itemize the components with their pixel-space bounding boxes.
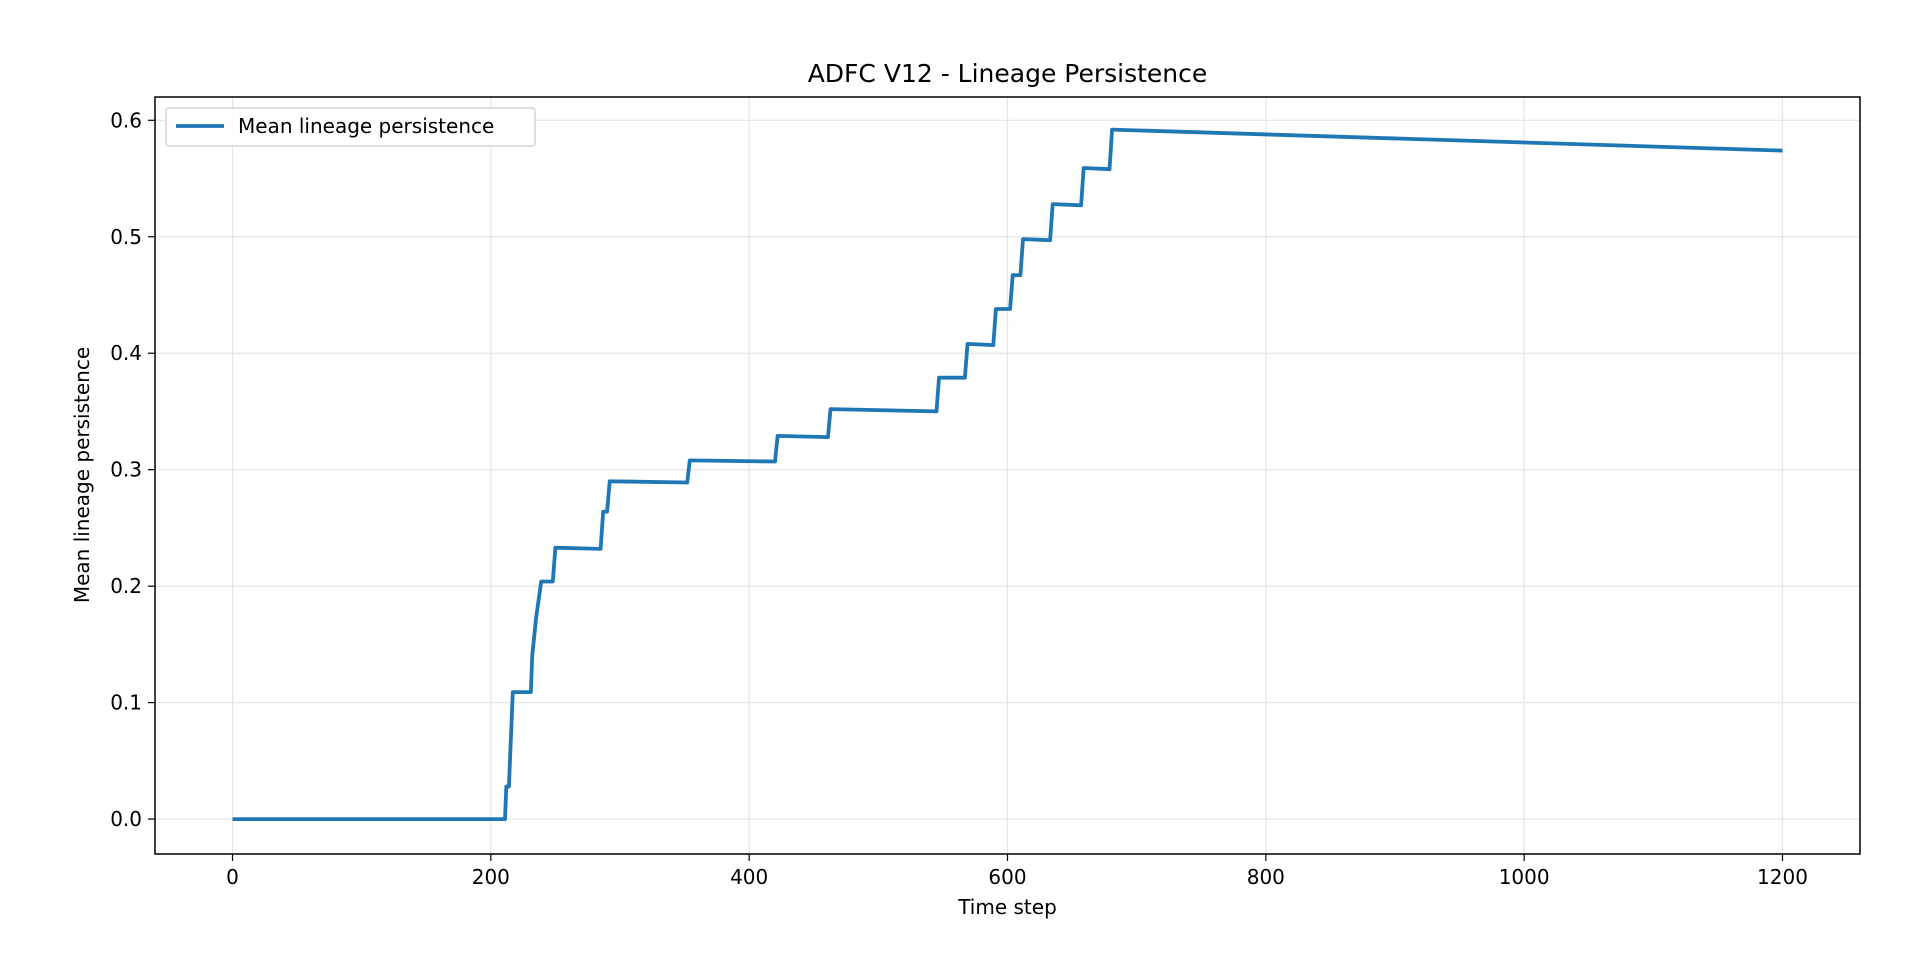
y-tick-label: 0.6 [110,108,142,132]
legend: Mean lineage persistence [165,107,536,147]
x-tick-label: 1200 [1757,865,1808,889]
x-axis-label: Time step [957,895,1057,919]
y-tick-label: 0.5 [110,225,142,249]
legend-label: Mean lineage persistence [238,114,494,138]
series-line [232,127,1783,821]
chart-title: ADFC V12 - Lineage Persistence [808,59,1208,88]
x-tick-label: 0 [226,865,239,889]
x-tick-label: 800 [1247,865,1285,889]
y-tick-label: 0.3 [110,458,142,482]
y-axis-label: Mean lineage persistence [70,347,94,603]
x-tick-label: 400 [730,865,768,889]
y-tick-label: 0.0 [110,807,142,831]
y-tick-label: 0.4 [110,341,142,365]
y-tick-label: 0.1 [110,691,142,715]
y-tick-label: 0.2 [110,574,142,598]
x-tick-label: 200 [472,865,510,889]
x-tick-label: 600 [988,865,1026,889]
grid-layer [155,97,1860,854]
tick-layer: 0 200 400 600 800 1000 1200 0.0 0.1 0.2 0.3 0.4 0.5 0… [110,108,1808,889]
x-tick-label: 1000 [1499,865,1550,889]
series-layer [232,127,1783,821]
legend-box [165,107,536,147]
